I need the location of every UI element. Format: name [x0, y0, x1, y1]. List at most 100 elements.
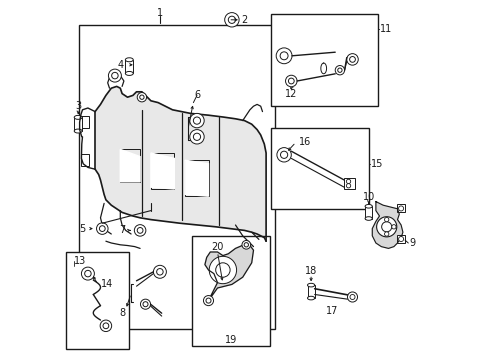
Ellipse shape — [74, 115, 82, 120]
Circle shape — [203, 296, 213, 306]
Circle shape — [280, 52, 287, 60]
Text: 1: 1 — [157, 8, 163, 18]
Ellipse shape — [74, 129, 82, 133]
Bar — [79, 25, 275, 329]
Polygon shape — [120, 149, 140, 182]
Circle shape — [335, 66, 344, 75]
Polygon shape — [371, 202, 402, 248]
Text: 2: 2 — [241, 15, 247, 25]
Circle shape — [244, 243, 248, 247]
Circle shape — [108, 69, 121, 82]
Circle shape — [337, 68, 342, 72]
Circle shape — [349, 294, 354, 300]
Circle shape — [346, 179, 350, 184]
Polygon shape — [185, 160, 208, 196]
Text: 8: 8 — [119, 308, 125, 318]
Bar — [185, 160, 208, 196]
Circle shape — [398, 206, 403, 211]
Circle shape — [276, 48, 291, 64]
Circle shape — [349, 57, 355, 62]
Polygon shape — [204, 243, 253, 301]
Bar — [151, 153, 174, 189]
Text: 3: 3 — [75, 101, 81, 111]
Text: 16: 16 — [298, 137, 310, 147]
Bar — [271, 14, 377, 106]
Circle shape — [189, 130, 204, 144]
Text: 7: 7 — [119, 225, 125, 235]
Circle shape — [111, 72, 118, 79]
Circle shape — [276, 148, 291, 162]
Bar — [397, 204, 404, 212]
Circle shape — [99, 226, 105, 231]
Bar — [365, 206, 371, 219]
Bar — [344, 178, 354, 189]
Circle shape — [228, 16, 235, 23]
Circle shape — [140, 95, 144, 99]
Circle shape — [140, 299, 150, 309]
Ellipse shape — [125, 58, 133, 62]
Text: 4: 4 — [118, 60, 123, 70]
Circle shape — [137, 93, 146, 102]
Bar — [74, 117, 82, 131]
Text: 20: 20 — [211, 242, 223, 252]
Text: 18: 18 — [305, 266, 317, 276]
Bar — [192, 236, 269, 346]
Circle shape — [376, 217, 396, 237]
Bar — [120, 149, 140, 182]
Polygon shape — [151, 153, 174, 189]
Circle shape — [346, 184, 350, 188]
Circle shape — [189, 113, 204, 128]
Circle shape — [242, 240, 250, 249]
Text: 5: 5 — [79, 224, 85, 234]
Circle shape — [285, 75, 296, 87]
Circle shape — [96, 223, 108, 234]
Circle shape — [384, 232, 388, 236]
Text: 14: 14 — [101, 279, 113, 289]
Bar — [81, 154, 88, 166]
Polygon shape — [95, 86, 265, 241]
Circle shape — [134, 225, 145, 236]
Circle shape — [81, 267, 94, 280]
Bar — [125, 60, 133, 73]
Circle shape — [103, 323, 108, 329]
Bar — [66, 252, 129, 349]
Circle shape — [205, 298, 211, 303]
Text: 17: 17 — [325, 306, 337, 316]
Text: 6: 6 — [194, 90, 200, 100]
Ellipse shape — [125, 72, 133, 76]
Text: 11: 11 — [379, 24, 391, 34]
Text: 15: 15 — [370, 159, 382, 169]
Circle shape — [381, 222, 391, 232]
Circle shape — [142, 302, 148, 307]
Text: 9: 9 — [408, 238, 415, 248]
Circle shape — [193, 117, 200, 124]
Circle shape — [280, 151, 287, 158]
Text: 13: 13 — [73, 256, 85, 266]
Text: 10: 10 — [362, 192, 374, 202]
Circle shape — [209, 256, 236, 284]
Circle shape — [193, 133, 200, 140]
Circle shape — [137, 228, 142, 233]
Circle shape — [346, 54, 358, 65]
Ellipse shape — [365, 204, 371, 208]
Bar — [271, 128, 368, 209]
Circle shape — [156, 269, 163, 275]
Circle shape — [153, 265, 166, 278]
Circle shape — [84, 270, 91, 277]
Circle shape — [224, 13, 239, 27]
Text: 19: 19 — [224, 335, 237, 345]
Bar — [397, 235, 404, 243]
Circle shape — [100, 320, 111, 332]
Ellipse shape — [307, 283, 314, 287]
Bar — [307, 285, 314, 298]
Circle shape — [215, 263, 230, 277]
Circle shape — [347, 292, 357, 302]
Bar — [81, 116, 88, 128]
Circle shape — [288, 78, 294, 84]
Circle shape — [391, 225, 395, 229]
Circle shape — [384, 217, 388, 222]
Circle shape — [398, 237, 403, 242]
Ellipse shape — [365, 217, 371, 220]
Ellipse shape — [307, 296, 314, 300]
Text: 12: 12 — [285, 89, 297, 99]
